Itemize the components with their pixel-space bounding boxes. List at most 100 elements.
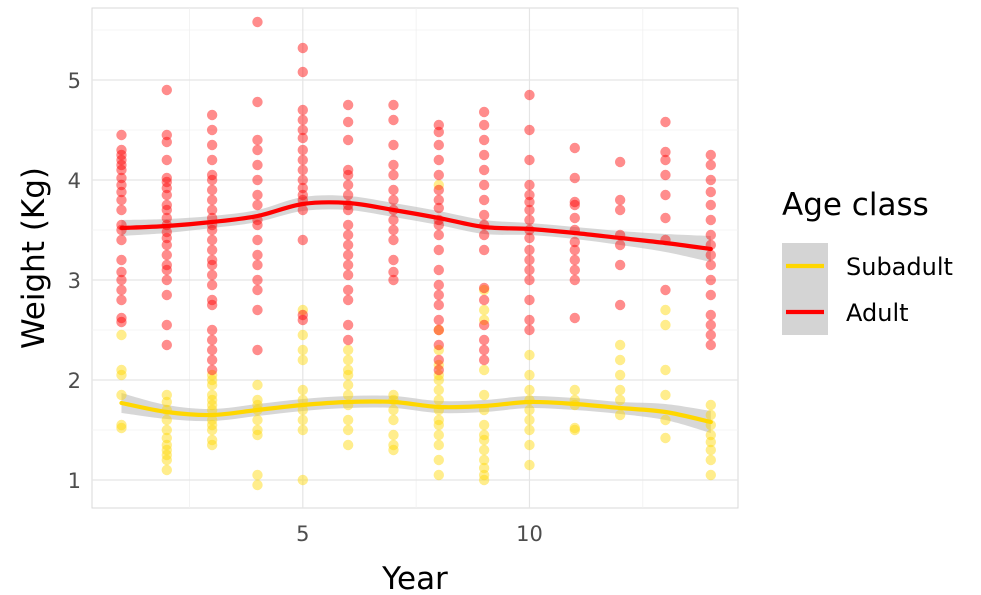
adult-point <box>569 236 580 248</box>
adult-point <box>660 116 671 128</box>
data-points <box>116 16 716 491</box>
adult-point <box>297 182 308 194</box>
adult-point <box>478 282 490 294</box>
subadult-point <box>705 399 716 411</box>
adult-point <box>524 204 535 216</box>
subadult-point <box>388 429 399 441</box>
subadult-point <box>524 424 535 436</box>
subadult-point <box>388 444 399 456</box>
subadult-point <box>524 414 535 426</box>
adult-point <box>297 189 308 201</box>
adult-point <box>705 174 716 186</box>
subadult-point <box>614 409 626 421</box>
subadult-point <box>705 429 716 441</box>
adult-point <box>705 274 716 286</box>
subadult-point <box>524 349 535 361</box>
subadult-point <box>433 429 444 441</box>
subadult-point <box>478 474 490 486</box>
adult-point <box>524 214 535 226</box>
adult-point <box>433 339 444 351</box>
adult-point <box>342 334 354 346</box>
adult-point <box>252 219 263 231</box>
subadult-point <box>297 329 308 341</box>
subadult-point <box>252 414 263 426</box>
adult-point <box>614 259 626 271</box>
subadult-point <box>660 432 671 444</box>
subadult-point <box>342 344 354 356</box>
adult-point <box>478 354 490 366</box>
adult-point <box>433 194 444 206</box>
subadult-point <box>206 439 218 451</box>
adult-point <box>116 159 127 171</box>
adult-point <box>206 234 218 246</box>
subadult-point <box>206 434 218 446</box>
adult-point <box>161 249 172 261</box>
adult-point <box>116 172 127 184</box>
plot-panel <box>91 7 739 509</box>
adult-point <box>478 179 490 191</box>
subadult-point <box>478 304 490 316</box>
adult-point <box>433 354 444 366</box>
subadult-point <box>161 424 172 436</box>
subadult-point <box>116 364 127 376</box>
subadult-point <box>297 404 308 416</box>
adult-point <box>161 274 172 286</box>
subadult-point <box>478 314 490 326</box>
subadult-point <box>478 419 490 431</box>
subadult-point <box>478 454 490 466</box>
adult-point <box>569 142 580 154</box>
subadult-point <box>297 384 308 396</box>
subadult-point <box>705 409 716 421</box>
subadult-point <box>478 389 490 401</box>
subadult-point <box>660 364 671 376</box>
adult-point <box>161 212 172 224</box>
subadult-point <box>614 384 626 396</box>
adult-point <box>478 134 490 146</box>
adult-point <box>342 294 354 306</box>
adult-point <box>569 264 580 276</box>
adult-point <box>161 182 172 194</box>
adult-point <box>206 169 218 181</box>
subadult-point <box>388 389 399 401</box>
subadult-point <box>116 419 127 431</box>
adult-point <box>660 212 671 224</box>
subadult-point <box>433 394 444 406</box>
subadult-point <box>206 419 218 431</box>
adult-point <box>342 239 354 251</box>
adult-point <box>433 119 444 131</box>
adult-point <box>388 99 399 111</box>
adult-point <box>614 299 626 311</box>
adult-point <box>614 156 626 168</box>
y-tick-label: 2 <box>68 369 81 393</box>
subadult-point <box>433 359 444 371</box>
y-tick-label: 5 <box>68 69 81 93</box>
subadult-point <box>478 429 490 441</box>
adult-point <box>433 184 444 196</box>
adult-point <box>297 144 308 156</box>
adult-point <box>161 129 172 141</box>
adult-point <box>569 172 580 184</box>
adult-point <box>161 289 172 301</box>
adult-point <box>206 279 218 291</box>
legend: Age class Subadult Adult <box>782 187 953 335</box>
adult-point <box>705 229 716 241</box>
adult-point <box>433 139 444 151</box>
adult-point <box>206 109 218 121</box>
adult-point <box>206 154 218 166</box>
adult-point <box>116 266 127 278</box>
subadult-point <box>206 369 218 381</box>
adult-point <box>705 149 716 161</box>
adult-point <box>388 254 399 266</box>
adult-point <box>524 124 535 136</box>
subadult-point <box>388 404 399 416</box>
adult-point <box>252 234 263 246</box>
x-axis-title: Year <box>381 561 448 595</box>
adult-point <box>342 269 354 281</box>
subadult-point <box>433 384 444 396</box>
subadult-point <box>206 424 218 436</box>
adult-point <box>524 179 535 191</box>
grid <box>91 7 739 509</box>
adult-point <box>206 244 218 256</box>
adult-point <box>478 229 490 241</box>
subadult-point <box>705 469 716 481</box>
